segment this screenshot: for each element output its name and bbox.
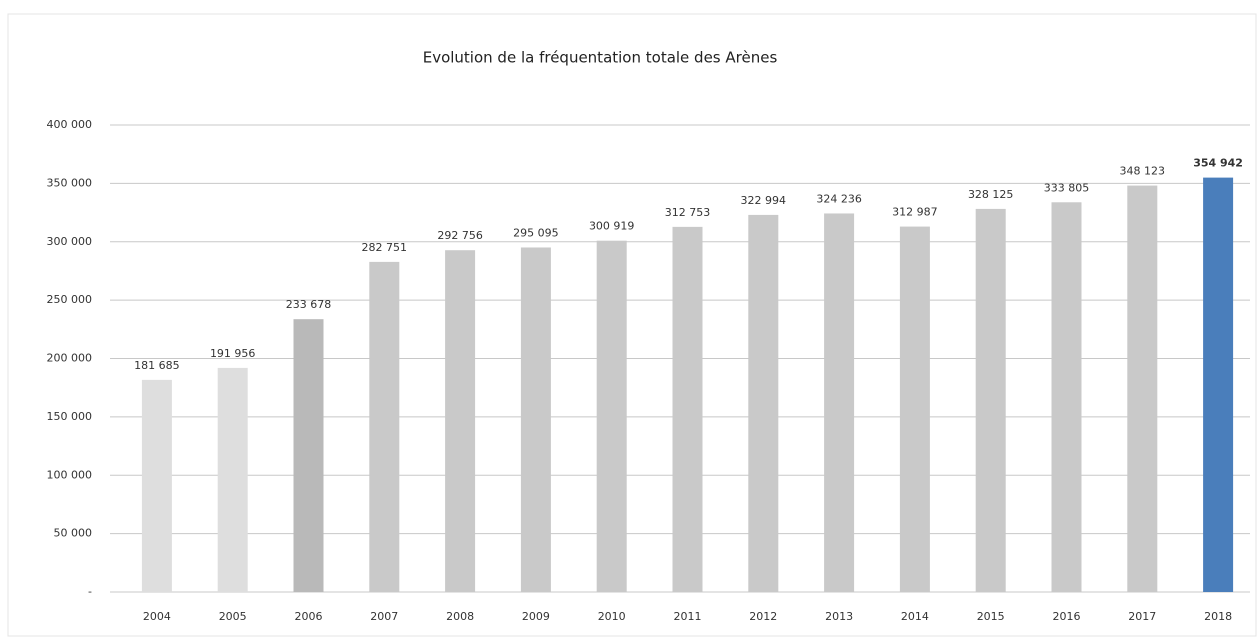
bar <box>1203 177 1234 592</box>
value-label: 354 942 <box>1193 157 1243 170</box>
bar <box>520 247 551 592</box>
value-label: 181 685 <box>134 359 180 372</box>
x-tick-label: 2005 <box>219 610 247 623</box>
x-tick-label: 2016 <box>1053 610 1081 623</box>
value-label: 233 678 <box>286 298 332 311</box>
bar <box>899 226 930 592</box>
y-tick-label: 50 000 <box>54 527 93 540</box>
y-tick-label: 250 000 <box>47 293 93 306</box>
bar <box>293 319 324 592</box>
value-label: 312 753 <box>665 206 711 219</box>
chart-frame <box>7 13 1257 637</box>
bar <box>824 213 855 592</box>
bar <box>1051 202 1082 593</box>
value-label: 322 994 <box>741 194 787 207</box>
bar <box>141 379 172 592</box>
y-tick-label: 100 000 <box>47 468 93 481</box>
bar <box>672 226 703 592</box>
value-label: 300 919 <box>589 220 635 233</box>
value-label: 333 805 <box>1044 181 1090 194</box>
x-tick-label: 2008 <box>446 610 474 623</box>
bar <box>217 367 248 592</box>
y-tick-label: 300 000 <box>47 235 93 248</box>
x-tick-label: 2018 <box>1204 610 1232 623</box>
x-tick-label: 2006 <box>295 610 323 623</box>
y-tick-label: 150 000 <box>47 410 93 423</box>
x-tick-label: 2014 <box>901 610 929 623</box>
x-tick-label: 2017 <box>1128 610 1156 623</box>
x-tick-label: 2004 <box>143 610 171 623</box>
x-tick-label: 2011 <box>674 610 702 623</box>
x-tick-label: 2010 <box>598 610 626 623</box>
value-label: 282 751 <box>362 241 408 254</box>
x-tick-label: 2013 <box>825 610 853 623</box>
bar <box>445 250 476 592</box>
value-label: 191 956 <box>210 347 256 360</box>
y-tick-label: 200 000 <box>47 352 93 365</box>
bar <box>596 240 627 592</box>
y-tick-label: - <box>88 585 92 598</box>
x-tick-label: 2015 <box>977 610 1005 623</box>
bar <box>369 261 400 592</box>
value-label: 295 095 <box>513 226 559 239</box>
y-tick-label: 400 000 <box>47 118 93 131</box>
value-label: 324 236 <box>816 192 862 205</box>
value-label: 328 125 <box>968 188 1014 201</box>
bar <box>748 214 779 592</box>
value-label: 312 987 <box>892 206 938 219</box>
y-tick-label: 350 000 <box>47 176 93 189</box>
bar <box>1127 185 1158 592</box>
value-label: 348 123 <box>1120 165 1166 178</box>
chart-title: Evolution de la fréquentation totale des… <box>423 49 778 67</box>
bar <box>975 208 1006 592</box>
value-label: 292 756 <box>437 229 483 242</box>
x-tick-label: 2009 <box>522 610 550 623</box>
x-tick-label: 2012 <box>749 610 777 623</box>
x-tick-label: 2007 <box>370 610 398 623</box>
